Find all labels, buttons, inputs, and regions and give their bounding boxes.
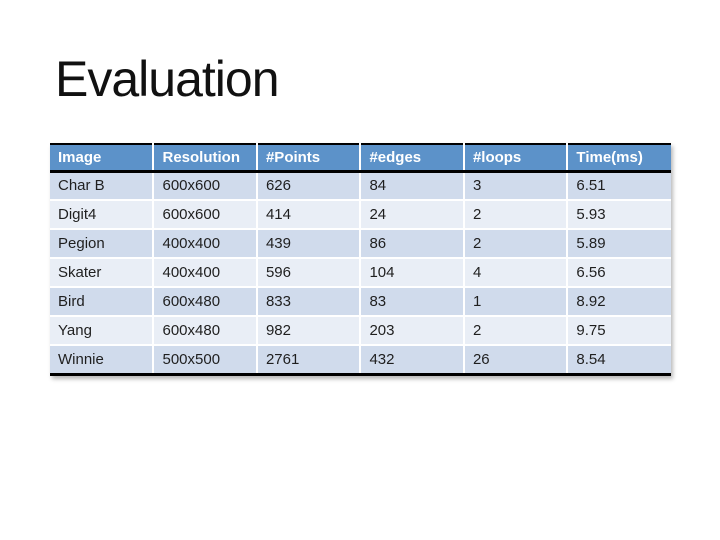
table-cell: 400x400 xyxy=(152,229,257,259)
table-cell: 104 xyxy=(359,258,464,288)
column-header: Resolution xyxy=(152,144,257,173)
table-cell: Winnie xyxy=(50,345,154,374)
table-row: Bird 600x480 833 83 1 8.92 xyxy=(50,287,671,317)
table-cell: 600x480 xyxy=(152,316,257,346)
table-cell: 9.75 xyxy=(566,316,671,346)
table-cell: 432 xyxy=(359,345,464,374)
table-cell: 982 xyxy=(255,316,361,346)
table-row: Yang 600x480 982 203 2 9.75 xyxy=(50,316,671,346)
table-cell: 26 xyxy=(462,345,568,374)
table-cell: 600x480 xyxy=(152,287,257,317)
table-row: Winnie 500x500 2761 432 26 8.54 xyxy=(50,345,671,374)
table-cell: 600x600 xyxy=(152,200,257,230)
table-cell: 400x400 xyxy=(152,258,257,288)
column-header: #edges xyxy=(359,144,464,173)
table-cell: 596 xyxy=(255,258,361,288)
table-cell: Digit4 xyxy=(50,200,154,230)
table-row: Pegion 400x400 439 86 2 5.89 xyxy=(50,229,671,259)
table-cell: 1 xyxy=(462,287,568,317)
table-cell: 86 xyxy=(359,229,464,259)
table-cell: 2 xyxy=(462,200,568,230)
table-cell: Char B xyxy=(50,171,154,201)
table-row: Char B 600x600 626 84 3 6.51 xyxy=(50,171,671,201)
table-cell: 600x600 xyxy=(152,171,257,201)
column-header: Time(ms) xyxy=(566,144,671,173)
column-header: #loops xyxy=(462,144,568,173)
table-cell: 2761 xyxy=(255,345,361,374)
table-cell: Skater xyxy=(50,258,154,288)
table-cell: 2 xyxy=(462,229,568,259)
table-cell: 8.54 xyxy=(566,345,671,374)
table-row: Skater 400x400 596 104 4 6.56 xyxy=(50,258,671,288)
table-cell: Bird xyxy=(50,287,154,317)
table-row: Digit4 600x600 414 24 2 5.93 xyxy=(50,200,671,230)
table-cell: 414 xyxy=(255,200,361,230)
table-cell: 2 xyxy=(462,316,568,346)
column-header: #Points xyxy=(255,144,361,173)
table-cell: 5.89 xyxy=(566,229,671,259)
evaluation-results-table: Image Resolution #Points #edges #loops Time(m… xyxy=(50,143,671,376)
table-cell: 8.92 xyxy=(566,287,671,317)
table-cell: Pegion xyxy=(50,229,154,259)
table-cell: 626 xyxy=(255,171,361,201)
table-cell: 5.93 xyxy=(566,200,671,230)
table-cell: Yang xyxy=(50,316,154,346)
table-cell: 6.56 xyxy=(566,258,671,288)
column-header: Image xyxy=(50,144,154,173)
evaluation-table-container: Image Resolution #Points #edges #loops Time(m… xyxy=(50,143,671,376)
table-cell: 500x500 xyxy=(152,345,257,374)
table-cell: 4 xyxy=(462,258,568,288)
table-cell: 203 xyxy=(359,316,464,346)
table-header-row: Image Resolution #Points #edges #loops Time(m… xyxy=(50,144,671,173)
table-cell: 3 xyxy=(462,171,568,201)
table-cell: 439 xyxy=(255,229,361,259)
table-cell: 833 xyxy=(255,287,361,317)
slide-title: Evaluation xyxy=(55,51,279,107)
table-cell: 24 xyxy=(359,200,464,230)
table-cell: 83 xyxy=(359,287,464,317)
table-cell: 84 xyxy=(359,171,464,201)
table-cell: 6.51 xyxy=(566,171,671,201)
